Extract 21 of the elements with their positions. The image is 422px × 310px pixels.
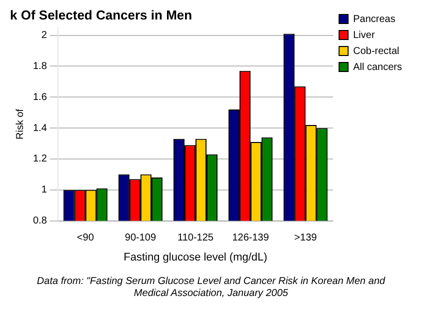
x-axis-title: Fasting glucose level (mg/dL) bbox=[124, 251, 268, 264]
legend-label: All cancers bbox=[353, 62, 402, 73]
x-tick-label: >139 bbox=[294, 232, 318, 244]
y-tick-label: 1.2 bbox=[32, 154, 48, 165]
x-tick-label: 110-125 bbox=[178, 232, 214, 244]
y-tick-label: 0.8 bbox=[32, 216, 48, 227]
y-tick-label: 1.4 bbox=[32, 122, 48, 134]
y-tick-label: 1 bbox=[41, 184, 48, 196]
y-tick-label: 1.8 bbox=[32, 60, 48, 72]
x-tick-label: 90-109 bbox=[124, 232, 156, 244]
x-tick-label: 126-139 bbox=[232, 232, 270, 244]
y-axis-title: Risk of bbox=[14, 108, 26, 140]
legend-label: Cob-rectal bbox=[353, 46, 400, 57]
legend-label: Pancreas bbox=[353, 14, 396, 25]
y-tick-label: 2 bbox=[41, 30, 48, 42]
chart-title: k Of Selected Cancers in Men bbox=[10, 7, 192, 22]
legend-label: Liver bbox=[353, 30, 376, 41]
text: Medical Association, January 2005 bbox=[134, 288, 289, 299]
x-tick-label: <90 bbox=[76, 232, 94, 244]
text: Data from: "Fasting Serum Glucose Level and Cancer Risk in Korean Men and bbox=[36, 276, 386, 287]
y-tick-label: 1.6 bbox=[32, 92, 48, 103]
